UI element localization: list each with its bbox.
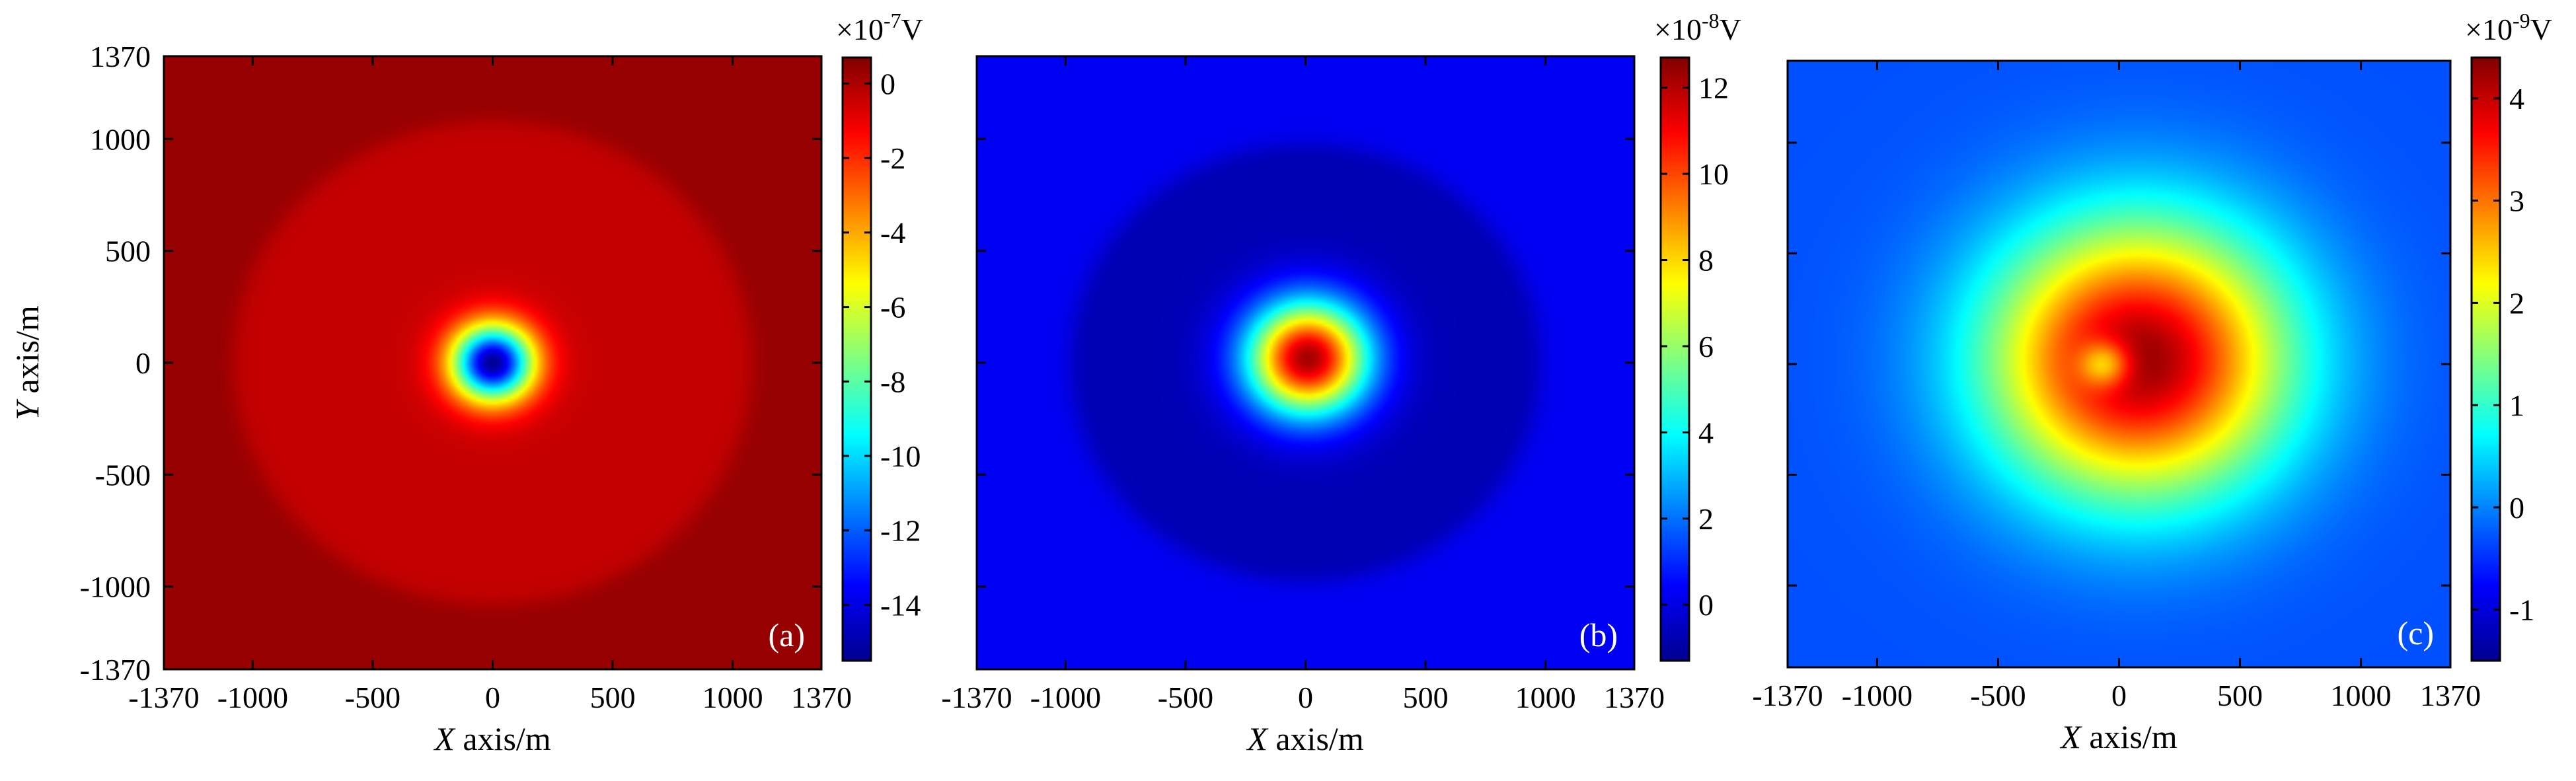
x-tick-label: 0: [2111, 679, 2127, 712]
y-tick-label: 500: [105, 235, 151, 268]
colorbar-ticks-c: 4 3 2 1 0 -1: [2472, 82, 2534, 627]
colorbar-tick-label: 0: [2509, 491, 2524, 525]
colorbar-tick-label: 6: [1698, 330, 1714, 363]
x-tick-label: -1000: [1030, 681, 1101, 714]
y-tick-label: 1370: [90, 40, 151, 73]
y-tick-label: 0: [135, 346, 151, 380]
colorbar-exponent-b: ×10-8V: [1654, 9, 1741, 46]
y-axis-label-a: Y axis/m: [9, 305, 46, 420]
y-tick-label: 1000: [90, 122, 151, 156]
x-tick-label: 1000: [2331, 679, 2392, 712]
colorbar-tick-label: 2: [1698, 502, 1714, 536]
x-tick-label: -500: [345, 681, 400, 714]
x-tick-label: 0: [1298, 681, 1313, 714]
colorbar-tick-label: -8: [880, 365, 905, 398]
colorbar-exponent-a: ×10-7V: [836, 9, 923, 46]
x-tick-label: -500: [1970, 679, 2026, 712]
x-tick-label: 500: [1403, 681, 1449, 714]
colorbar-tick-label: 2: [2509, 286, 2524, 320]
colorbar-tick-label: 12: [1698, 71, 1729, 105]
colorbar-b: [1659, 56, 1690, 662]
colorbar-tick-label: 10: [1698, 157, 1729, 191]
x-tick-label: -1370: [941, 681, 1012, 714]
colorbar-tick-label: -14: [880, 588, 921, 622]
x-tick-label: 500: [2217, 679, 2263, 712]
panel-a: -1370 -1000 -500 0 500 1000 1370 -1370-1000-50…: [9, 9, 923, 757]
colorbar-tick-label: 0: [880, 67, 895, 100]
x-ticks-b: -1370 -1000 -500 0 500 1000 1370: [941, 56, 1665, 714]
x-axis-label-c: X axis/m: [2059, 718, 2177, 755]
colorbar-tick-label: -6: [880, 291, 905, 324]
panel-label-b: (b): [1579, 616, 1618, 653]
colorbar-tick-label: 4: [2509, 82, 2524, 116]
x-tick-label: 1370: [1604, 681, 1665, 714]
panel-b: -1370 -1000 -500 0 500 1000 1370 (b) X axis/m …: [941, 9, 1741, 757]
colorbar-ticks-b: 0 2 4 6 8 10 12: [1661, 71, 1729, 622]
x-tick-label: -1370: [1752, 679, 1823, 712]
heatmap-image-b: [977, 56, 1634, 669]
colorbar-tick-label: 8: [1698, 244, 1714, 278]
colorbar-tick-label: -12: [880, 514, 921, 548]
heatmap-image-c: [1788, 61, 2450, 667]
colorbar-tick-label: -2: [880, 141, 905, 175]
heatmap-image-a: [164, 56, 821, 669]
colorbar-tick-label: -1: [2509, 593, 2534, 627]
colorbar-tick-label: 0: [1698, 588, 1714, 622]
colorbar-tick-label: 3: [2509, 184, 2524, 218]
x-tick-label: -1370: [128, 681, 199, 714]
y-tick-label: -500: [95, 458, 151, 492]
colorbar-tick-label: -10: [880, 439, 921, 473]
x-tick-label: -1000: [1842, 679, 1913, 712]
panel-label-c: (c): [2398, 614, 2435, 651]
y-ticks-a: -1370 -1000 -500 0 500 1000 1370: [80, 40, 821, 687]
x-ticks-c: -1370 -1000 -500 0 500 1000 1370: [1752, 61, 2481, 712]
y-tick-label: -1000: [80, 570, 151, 604]
colorbar-tick-label: 4: [1698, 416, 1714, 449]
panel-c: -1370 -1000 -500 0 500 1000 1370 (c) X axis/m …: [1752, 9, 2552, 755]
x-ticks-a: -1370 -1000 -500 0 500 1000 1370: [128, 56, 852, 714]
x-tick-label: 500: [590, 681, 636, 714]
x-tick-label: 1000: [702, 681, 763, 714]
y-ticks-b: [977, 55, 1634, 671]
colorbar-tick-label: 1: [2509, 389, 2524, 422]
panel-label-a: (a): [769, 616, 806, 653]
x-tick-label: 0: [485, 681, 500, 714]
colorbar-exponent-c: ×10-9V: [2465, 9, 2552, 46]
x-tick-label: 1370: [2420, 679, 2481, 712]
y-ticks-c: [1788, 59, 2450, 669]
x-tick-label: 1370: [791, 681, 852, 714]
colorbar-tick-label: -4: [880, 216, 905, 250]
x-tick-label: -500: [1158, 681, 1213, 714]
colorbar-c: [2470, 56, 2501, 662]
x-tick-label: -1000: [217, 681, 288, 714]
colorbar-ticks-a: 0 -2 -4 -6 -8 -10 -12 -14: [843, 67, 921, 622]
y-tick-label: -1370: [80, 653, 151, 687]
x-axis-label-a: X axis/m: [433, 720, 550, 757]
colorbar-a: [841, 56, 872, 662]
x-tick-label: 1000: [1515, 681, 1576, 714]
x-axis-label-b: X axis/m: [1246, 720, 1363, 757]
